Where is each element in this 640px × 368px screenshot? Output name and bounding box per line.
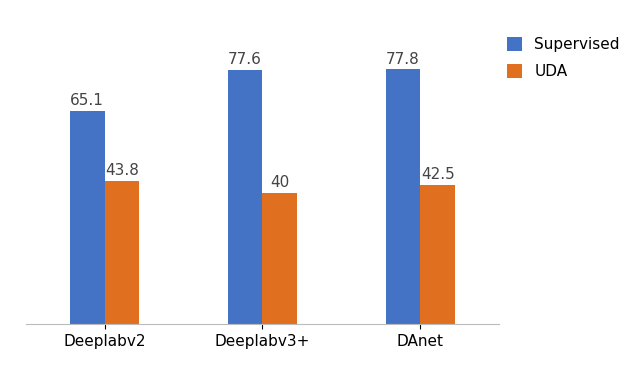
- Bar: [70, 111, 104, 324]
- Text: 77.8: 77.8: [386, 52, 420, 67]
- Text: 42.5: 42.5: [420, 167, 454, 182]
- Bar: [385, 69, 420, 324]
- Bar: [104, 181, 140, 324]
- Text: 40: 40: [270, 176, 289, 190]
- Bar: [262, 193, 297, 324]
- Text: 65.1: 65.1: [70, 93, 104, 108]
- Bar: [228, 70, 262, 324]
- Legend: Supervised, UDA: Supervised, UDA: [507, 37, 620, 79]
- Text: 43.8: 43.8: [105, 163, 139, 178]
- Bar: [420, 185, 455, 324]
- Text: 77.6: 77.6: [228, 52, 262, 67]
